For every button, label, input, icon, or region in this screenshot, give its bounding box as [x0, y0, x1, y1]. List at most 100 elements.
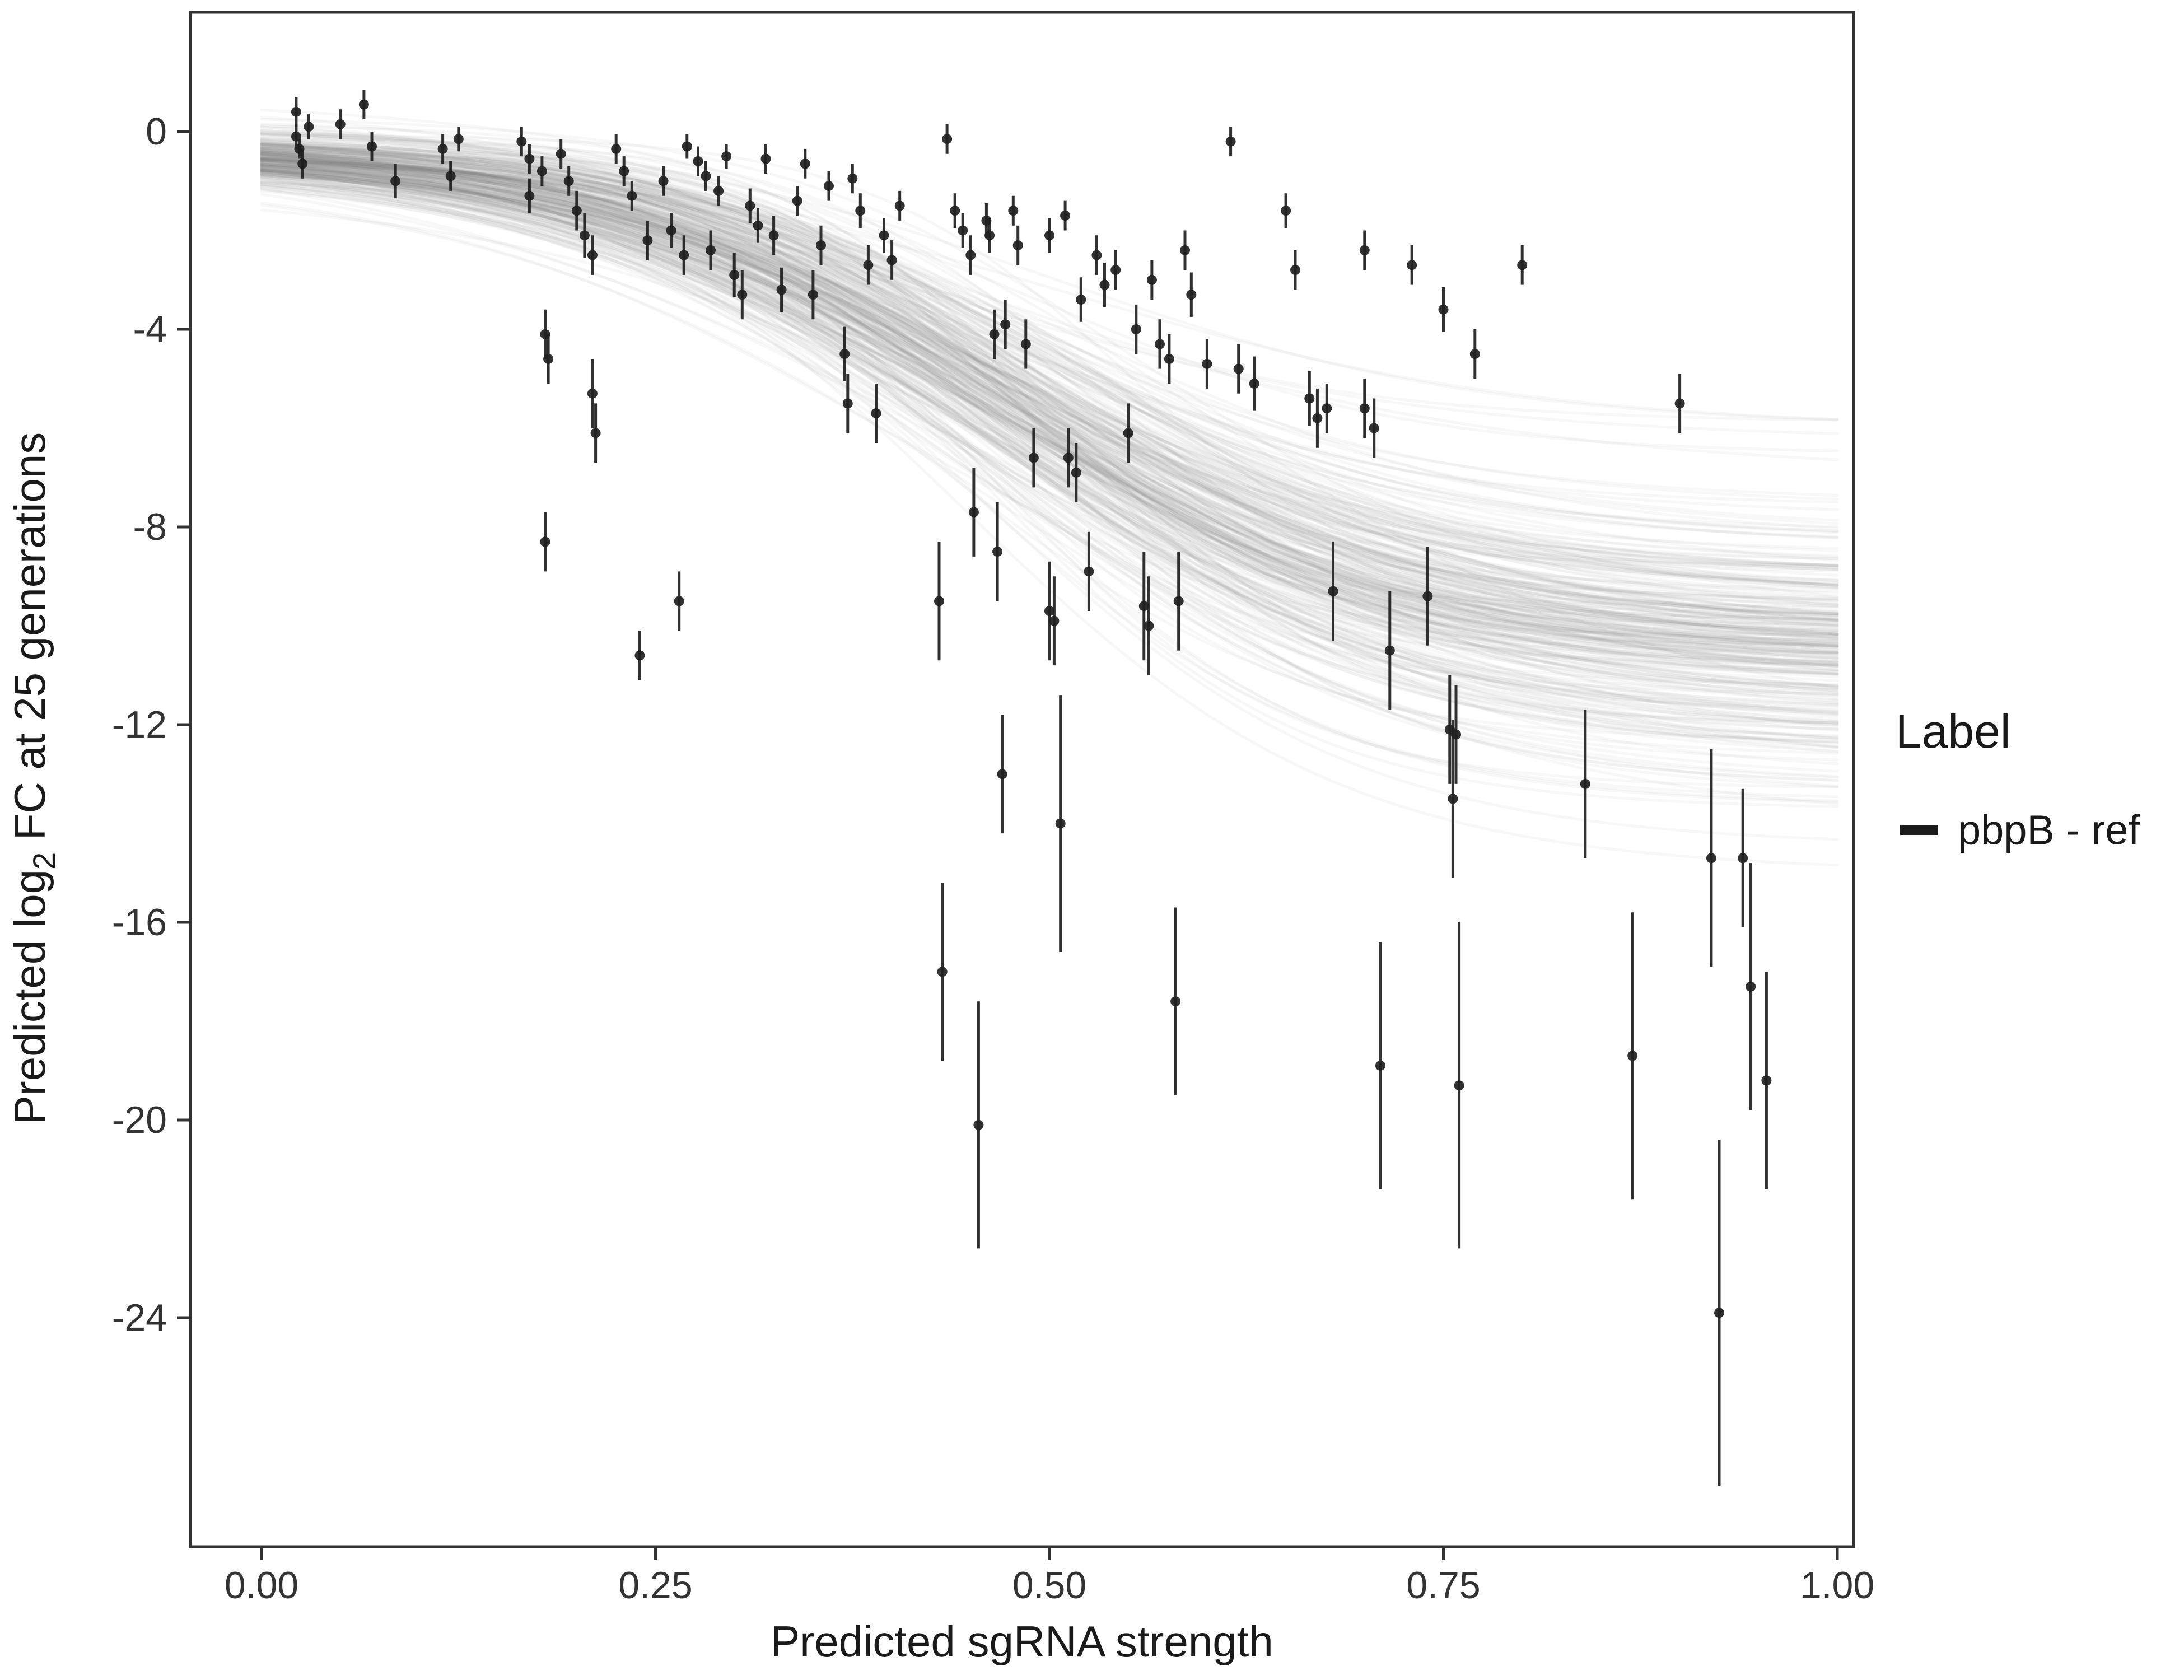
data-point: [997, 769, 1007, 780]
uncertainty-band: [260, 109, 1839, 867]
posterior-draw-curve: [260, 171, 1839, 660]
data-point: [693, 156, 703, 166]
data-point: [1186, 290, 1197, 300]
posterior-draw-curve: [260, 133, 1839, 647]
data-point: [642, 235, 653, 246]
y-axis-title-subscript: 2: [26, 852, 62, 870]
data-point: [816, 240, 826, 250]
posterior-draw-curve: [260, 168, 1839, 714]
posterior-draw-curve: [260, 158, 1839, 704]
posterior-draw-curve: [260, 201, 1839, 673]
data-point: [721, 151, 732, 162]
data-point: [1131, 324, 1141, 334]
posterior-draw-curve: [260, 156, 1839, 716]
posterior-draw-curve: [260, 164, 1839, 636]
data-point: [1063, 452, 1074, 463]
posterior-draw-curve: [260, 137, 1839, 648]
data-point: [579, 230, 590, 241]
posterior-draw-curve: [260, 167, 1839, 727]
data-point: [524, 190, 535, 201]
posterior-draw-curve: [260, 152, 1839, 567]
data-point: [942, 134, 953, 144]
posterior-draw-curve: [260, 174, 1839, 808]
data-point: [563, 176, 574, 186]
posterior-draw-curve: [260, 143, 1839, 567]
posterior-draw-curve: [260, 152, 1839, 627]
posterior-draw-curve: [260, 151, 1839, 738]
posterior-draw-curve: [260, 183, 1839, 589]
posterior-draw-curve: [260, 152, 1839, 608]
posterior-draw-curve: [260, 133, 1839, 675]
data-point: [453, 134, 464, 144]
posterior-draw-curve: [260, 158, 1839, 422]
posterior-draw-curve: [260, 158, 1839, 589]
data-point: [768, 230, 779, 241]
posterior-draw-curve: [260, 160, 1839, 628]
legend: Label pbpB - ref: [1896, 705, 2140, 853]
data-point: [792, 195, 802, 206]
posterior-draw-curve: [260, 188, 1839, 640]
posterior-draw-curve: [260, 132, 1839, 587]
data-point: [1738, 853, 1748, 864]
posterior-draw-curve: [260, 169, 1839, 712]
posterior-draw-curve: [260, 167, 1839, 563]
posterior-draw-curve: [260, 156, 1839, 679]
posterior-draw-curve: [260, 159, 1839, 668]
posterior-draw-curve: [260, 146, 1839, 656]
posterior-draw-curve: [260, 150, 1839, 725]
posterior-draw-curve: [260, 156, 1839, 501]
posterior-draw-curve: [260, 161, 1839, 676]
posterior-draw-curve: [260, 173, 1839, 638]
data-point: [886, 255, 897, 265]
data-point: [445, 171, 456, 181]
posterior-draw-curve: [260, 165, 1839, 755]
posterior-draw-curve: [260, 158, 1839, 624]
posterior-draw-curve: [260, 144, 1839, 613]
posterior-draw-curve: [260, 150, 1839, 602]
data-point: [291, 106, 301, 117]
posterior-draw-curve: [260, 162, 1839, 577]
posterior-draw-curve: [260, 169, 1839, 637]
posterior-draw-curve: [260, 138, 1839, 422]
data-point: [1049, 615, 1060, 626]
posterior-draw-curve: [260, 156, 1839, 663]
posterior-draw-curve: [260, 150, 1839, 571]
posterior-draw-curve: [260, 167, 1839, 636]
data-point: [1173, 596, 1184, 606]
posterior-draw-curve: [260, 166, 1839, 608]
data-point: [1627, 1051, 1638, 1061]
posterior-draw-curve: [260, 166, 1839, 654]
posterior-draw-curve: [260, 169, 1839, 647]
y-tick-label: -12: [112, 703, 167, 746]
data-point: [571, 206, 582, 216]
posterior-draw-curve: [260, 169, 1839, 666]
posterior-draw-curve: [260, 164, 1839, 782]
posterior-draw-curve: [260, 132, 1839, 613]
posterior-draw-curve: [260, 141, 1839, 662]
posterior-draw-curve: [260, 165, 1839, 461]
posterior-draw-curve: [260, 158, 1839, 773]
posterior-draw-curve: [260, 157, 1839, 669]
posterior-draw-curve: [260, 176, 1839, 668]
posterior-draw-curve: [260, 183, 1839, 649]
posterior-draw-curve: [260, 177, 1839, 570]
posterior-draw-curve: [260, 172, 1839, 718]
posterior-draw-curve: [260, 153, 1839, 652]
posterior-draw-curve: [260, 145, 1839, 688]
posterior-draw-curve: [260, 153, 1839, 697]
data-point: [1071, 467, 1081, 478]
posterior-draw-curve: [260, 176, 1839, 713]
posterior-draw-curve: [260, 142, 1839, 648]
posterior-draw-curve: [260, 179, 1839, 666]
posterior-draw-curve: [260, 163, 1839, 656]
posterior-draw-curve: [260, 158, 1839, 624]
posterior-draw-curve: [260, 181, 1839, 802]
data-point: [1384, 645, 1395, 656]
posterior-draw-curve: [260, 157, 1839, 741]
data-point: [390, 176, 401, 186]
posterior-draw-curve: [260, 129, 1839, 644]
posterior-draw-curve: [260, 173, 1839, 729]
data-point: [1170, 996, 1181, 1007]
posterior-draw-curve: [260, 160, 1839, 666]
